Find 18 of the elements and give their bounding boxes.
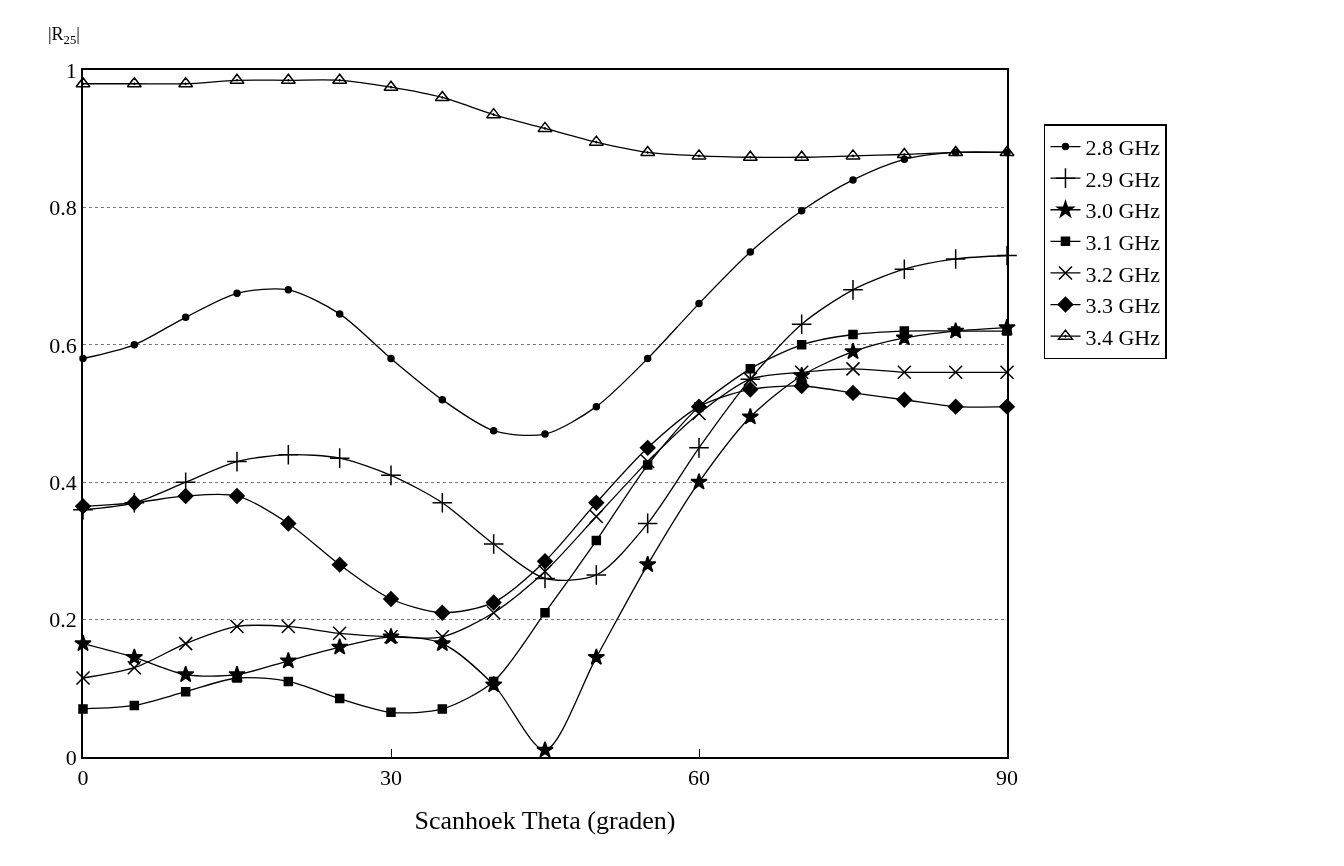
x-axis-title: Scanhoek Theta (graden): [414, 806, 676, 836]
y-axis-title: |R$_{25}$|: [48, 24, 80, 47]
y-tick-label: 1: [65, 57, 77, 83]
legend-label: 3.3 GHz: [1085, 293, 1161, 319]
y-tick-label: 0.2: [49, 607, 77, 633]
x-tick-label: 30: [380, 765, 402, 791]
legend-label: 2.8 GHz: [1085, 135, 1161, 161]
legend-label: 3.1 GHz: [1085, 229, 1161, 255]
legend-label: 2.9 GHz: [1085, 166, 1161, 192]
x-tick-label: 60: [688, 765, 710, 791]
y-tick-label: 0.8: [49, 195, 77, 221]
y-tick-label: 0.4: [49, 469, 77, 495]
y-tick-label: 0.6: [49, 332, 77, 358]
legend-label: 3.2 GHz: [1085, 261, 1161, 287]
y-tick-label: 0: [65, 744, 77, 770]
legend-label: 3.4 GHz: [1085, 324, 1161, 350]
legend-label: 3.0 GHz: [1085, 198, 1161, 224]
x-tick-label: 90: [996, 765, 1018, 791]
